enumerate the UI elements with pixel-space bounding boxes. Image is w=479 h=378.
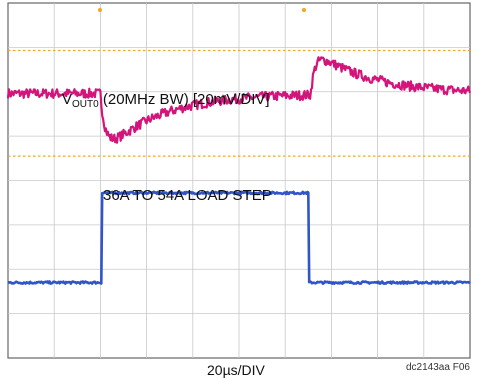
x-axis-label: 20µs/DIV	[207, 362, 265, 378]
load-step-series-label: 36A TO 54A LOAD STEP	[103, 187, 272, 204]
vout-label-main: V	[62, 91, 73, 108]
trigger-marker	[98, 8, 102, 12]
figure-id: dc2143aa F06	[406, 362, 470, 373]
grid	[8, 3, 470, 358]
reference-lines	[8, 49, 470, 157]
load-current-trace	[7, 190, 471, 286]
vout-label-subscript: OUT0	[72, 99, 99, 110]
vout-label-rest: (20MHz BW) [20mV/DIV]	[98, 91, 270, 108]
vout-series-label: VOUT0 (20MHz BW) [20mV/DIV]	[62, 91, 270, 110]
vout-trace	[6, 56, 472, 144]
trigger-marker-2	[302, 8, 306, 12]
